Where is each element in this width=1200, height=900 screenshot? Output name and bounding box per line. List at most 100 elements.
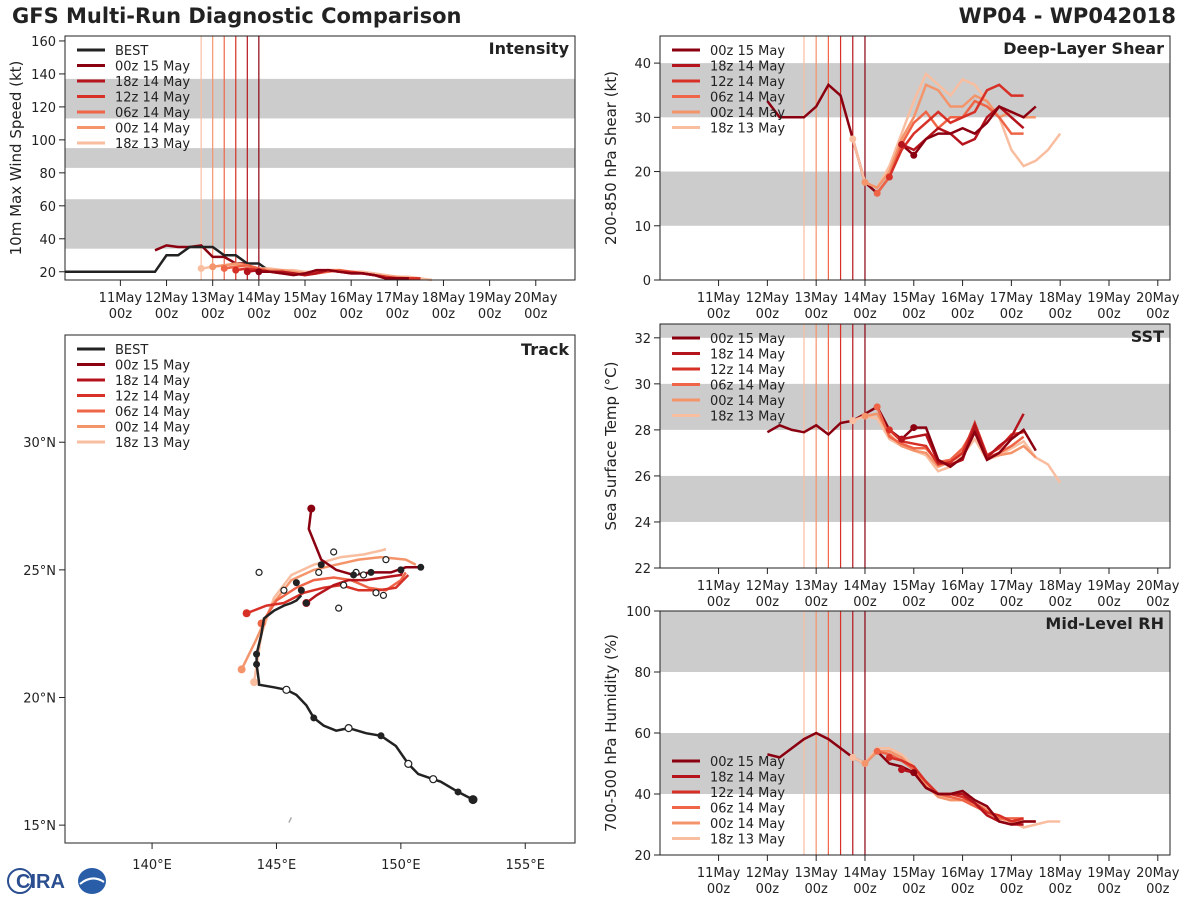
run-start-marker [885,173,893,181]
x-tick-label: 13May [191,291,235,306]
x-tick-label: 00z [1000,882,1024,897]
x-tick-label: 00z [155,307,179,322]
best-open-marker [282,685,291,694]
track-dark-marker [317,561,325,569]
legend-label-run: 18z 13 May [115,137,190,152]
noaa-seal-icon [78,868,106,894]
best-filled-marker [377,732,385,740]
legend-label-best: BEST [115,343,148,358]
x-tick-label: 00z [247,307,271,322]
best-filled-marker [454,788,462,796]
track-open-marker [315,568,323,577]
y-tick-label: 0 [643,274,651,289]
x-tick-label: 00z [951,307,975,322]
shaded-band [660,324,1170,338]
x-tick-label: 00z [293,307,317,322]
y-tick-label: 26 [634,470,651,485]
run-start-marker [898,435,906,443]
run-line [888,83,1024,178]
x-tick-label: 00z [902,307,926,322]
early-run-line [154,244,248,265]
x-tick-label: 20May [1136,579,1180,594]
x-tick-label: 00z [524,307,548,322]
plot-frame [659,35,1171,281]
x-tick-label: 00z [756,882,780,897]
x-tick-label: 00z [951,882,975,897]
y-tick-label: 25°N [23,564,56,579]
x-tick-label: 13May [794,291,838,306]
x-tick-label: 20May [1136,291,1180,306]
logo-text: CIRA [16,871,65,893]
legend-label-run: 00z 14 May [710,106,785,121]
panel-track: 140°E 145°E 150°E 155°E 15°N 20°N 25°N 30°N Trac… [23,334,576,873]
x-tick-label: 17May [990,579,1034,594]
legend-label-run: 12z 14 May [710,786,785,801]
track-dark-marker [417,563,425,571]
x-tick-label: 00z [1000,595,1024,610]
run-start-marker [307,504,316,513]
x-tick-label: 145°E [257,858,297,873]
panel-title: Deep-Layer Shear [1003,39,1164,58]
x-tick-label: 12May [746,866,790,881]
run-line [912,104,1037,157]
best-open-marker [404,759,413,768]
x-tick-label: 18May [1038,291,1082,306]
y-tick-label: 100 [31,134,56,149]
track-dark-marker [350,571,358,579]
x-tick-label: 00z [201,307,225,322]
best-track-line [255,594,474,801]
x-tick-label: 00z [707,882,731,897]
run-track-line [260,571,407,625]
run-start-marker [873,747,881,755]
run-start-marker [849,753,857,761]
panel-title: Mid-Level RH [1045,614,1164,633]
track-open-marker [330,548,338,556]
y-tick-label: 80 [634,666,651,681]
y-tick-label: 22 [634,562,651,577]
x-tick-label: 17May [990,291,1034,306]
run-start-marker [243,268,251,276]
y-tick-label: 80 [39,167,56,182]
x-tick-label: 00z [804,882,828,897]
run-start-marker [861,760,869,767]
shaded-band [660,475,1170,522]
legend-label-run: 06z 14 May [115,106,190,121]
y-tick-label: 160 [31,35,56,50]
x-tick-label: 00z [1146,595,1170,610]
x-tick-label: 00z [1097,882,1121,897]
x-tick-label: 16May [941,291,985,306]
best-filled-marker [310,714,318,722]
x-tick-label: 13May [794,866,838,881]
legend-label-run: 18z 13 May [710,410,785,425]
run-start-marker [861,412,869,420]
track-dark-marker [397,566,405,574]
island-mark [288,817,293,823]
x-tick-label: 00z [853,595,877,610]
y-tick-label: 30 [634,111,651,126]
legend-label-run: 00z 15 May [115,60,190,75]
y-tick-label: 60 [39,200,56,215]
y-tick-label: 30°N [23,436,56,451]
x-tick-label: 140°E [132,858,172,873]
run-start-marker [255,268,263,276]
x-tick-label: 00z [1049,595,1073,610]
run-start-marker [220,264,228,272]
x-tick-label: 00z [1146,882,1170,897]
globe-icon [7,868,33,894]
shaded-band [660,733,1170,794]
run-start-marker [232,266,240,274]
panel-title: Intensity [489,39,570,58]
x-tick-label: 00z [1000,307,1024,322]
legend-label-best: BEST [115,44,148,59]
legend-label-run: 12z 14 May [710,75,785,90]
x-tick-label: 19May [1087,579,1131,594]
x-tick-label: 13May [794,579,838,594]
y-tick-label: 100 [626,605,651,620]
x-tick-label: 15May [283,291,327,306]
x-tick-label: 00z [1049,882,1073,897]
x-tick-label: 15May [892,291,936,306]
shaded-band [65,78,575,119]
x-tick-label: 00z [386,307,410,322]
panel-title: Track [521,340,569,359]
x-tick-label: 16May [941,866,985,881]
